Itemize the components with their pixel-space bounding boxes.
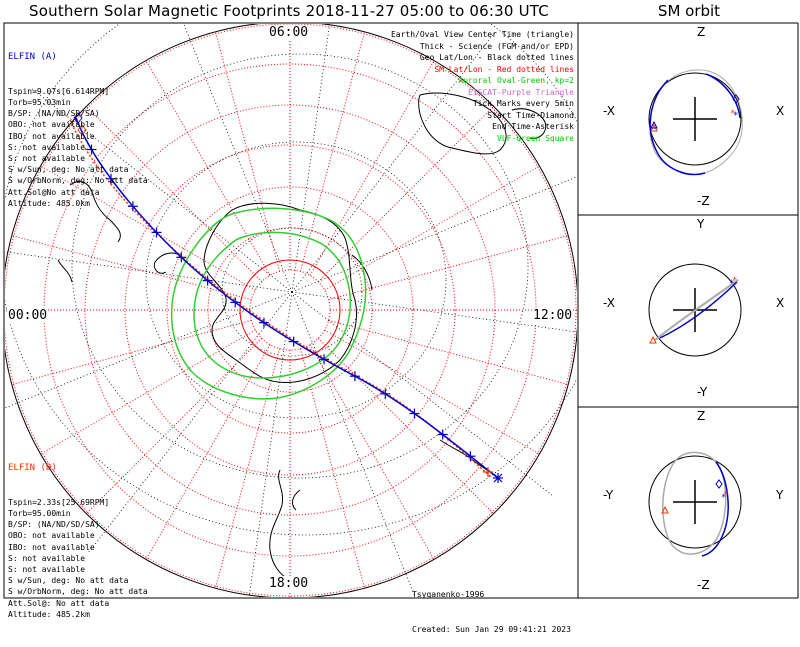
orbit-3-top-label: Z — [697, 409, 706, 423]
elfin-a-track — [75, 117, 499, 479]
elfin-b-info-line: Torb=95.00min — [8, 509, 71, 519]
sm-lon-lines — [5, 24, 577, 597]
mlt-label-bottom: 18:00 — [268, 576, 310, 591]
svg-text:*: * — [733, 111, 738, 121]
elfin-a-info: ELFIN (A) Tspin=9.07s[6.614RPM] Torb=95.0… — [8, 29, 148, 220]
legend-entry: Tick Marks every 5min — [472, 99, 574, 108]
orbit-3-left-label: -Y — [603, 488, 614, 502]
elfin-a-info-line: S: not available — [8, 154, 86, 164]
svg-text:*: * — [732, 276, 737, 286]
orbit-2-top-label: Y — [697, 217, 705, 231]
elfin-b-info-line: S w/OrbNorm, deg: No att data — [8, 587, 148, 597]
geo-meridians — [5, 24, 577, 597]
legend-entry: Auroral Oval-Green, kp=2 — [458, 76, 574, 85]
elfin-a-header: ELFIN (A) — [8, 52, 57, 63]
legend: Earth/Oval View Center Time (triangle) Th… — [391, 29, 574, 144]
orbit-panel-yz: * * — [648, 451, 742, 557]
mlt-label-top: 06:00 — [268, 25, 310, 40]
legend-entry: Earth/Oval View Center Time (triangle) — [390, 30, 574, 39]
elfin-a-info-line: Torb=95.03min — [8, 98, 71, 108]
legend-entry: SM Lat/Lon - Red dotted lines — [434, 64, 574, 74]
elfin-a-info-line: IBO: not available — [8, 131, 95, 141]
elfin-b-header: ELFIN (B) — [8, 463, 57, 474]
elfin-b-info-line: Altitude: 485.2km — [8, 609, 90, 619]
legend-entry: EISCAT-Purple Triangle — [468, 87, 574, 97]
orbit-1-bottom-label: -Z — [697, 194, 710, 208]
elfin-a-start-diamond — [73, 112, 83, 124]
legend-entry: Start Time-Diamond — [487, 110, 574, 120]
elfin-b-info-line: S: not available — [8, 553, 86, 563]
elfin-b-info-line: S: not available — [8, 565, 86, 575]
legend-entry: End Time-Asterisk — [492, 122, 574, 131]
mlt-label-left: 00:00 — [7, 308, 49, 323]
elfin-b-info-line: Tspin=2.33s[25.69RPM] — [8, 497, 110, 507]
elfin-b-info: ELFIN (B) Tspin=2.33s[25.69RPM] Torb=95.0… — [8, 440, 148, 631]
orbit-3-bottom-label: -Z — [697, 578, 710, 592]
mlt-label-right: 12:00 — [532, 308, 574, 323]
elfin-a-end-asterisk — [493, 473, 503, 483]
elfin-b-info-line: OBO: not available — [8, 531, 95, 541]
legend-entry: Geo Lat/Lon - Black dotted lines — [419, 53, 574, 62]
elfin-b-track — [69, 119, 493, 479]
track-tick-marks — [86, 144, 476, 462]
orbit-2-bottom-label: -Y — [697, 385, 708, 399]
elfin-a-info-line: Att.Sol@No att data — [8, 187, 100, 197]
elfin-a-info-line: S w/Sun, deg: No att data — [8, 165, 129, 175]
legend-entry: Thick - Science (FGM and/or EPD) — [419, 41, 574, 51]
orbit-2-right-label: X — [776, 296, 785, 310]
elfin-b-info-line: Att.Sol@: No att data — [8, 598, 110, 608]
elfin-a-info-line: S: not available — [8, 142, 86, 152]
elfin-b-start-diamond — [77, 124, 87, 136]
sm-orbit-panels: * * * * * * — [648, 69, 743, 557]
orbit-1-right-label: X — [776, 104, 785, 118]
svg-text:*: * — [723, 490, 728, 500]
orbit-1-left-label: -X — [603, 104, 615, 118]
orbit-panel-xz: * * — [648, 69, 743, 176]
svg-text:*: * — [729, 279, 734, 289]
orbit-title: SM orbit — [657, 2, 721, 20]
svg-text:*: * — [721, 493, 726, 503]
elfin-b-info-line: IBO: not available — [8, 542, 95, 552]
orbit-3-right-label: Y — [776, 488, 784, 502]
elfin-a-info-line: S w/OrbNorm, deg: No att data — [8, 176, 148, 186]
svg-text:*: * — [730, 109, 735, 119]
elfin-b-info-line: S w/Sun, deg: No att data — [8, 576, 129, 586]
elfin-a-info-line: Tspin=9.07s[6.614RPM] — [8, 86, 110, 96]
legend-entry: VLF-Green Square — [496, 133, 574, 143]
orbit-panel-xy: * * — [648, 263, 742, 357]
elfin-b-end-asterisk — [483, 467, 493, 477]
plot-title: Southern Solar Magnetic Footprints 2018-… — [29, 2, 549, 20]
elfin-b-info-line: B/SP: (NA/ND/SD/SA) — [8, 520, 100, 530]
orbit-2-left-label: -X — [603, 296, 615, 310]
elfin-a-info-line: OBO: not available — [8, 120, 95, 130]
orbit-1-top-label: Z — [697, 25, 706, 39]
elfin-a-info-line: B/SP: (NA/ND/SD/SA) — [8, 109, 100, 119]
credit: Tsyganenko-1996 Created: Sun Jan 29 09:4… — [412, 566, 571, 647]
model-name: Tsyganenko-1996 — [412, 590, 485, 599]
auroral-oval — [170, 207, 367, 400]
created-date: Created: Sun Jan 29 09:41:21 2023 — [412, 624, 571, 634]
elfin-a-info-line: Altitude: 485.0km — [8, 198, 90, 208]
